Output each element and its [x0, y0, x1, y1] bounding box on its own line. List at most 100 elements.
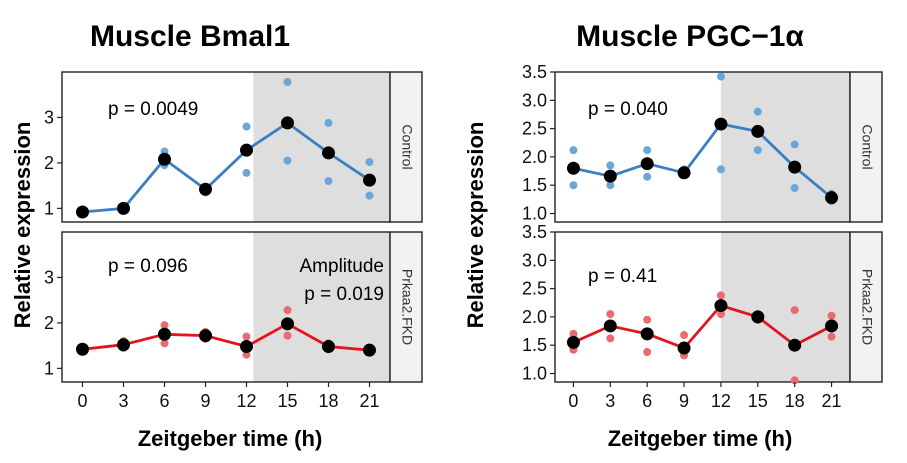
- dark-phase-shading: [720, 232, 850, 382]
- y-axis-title: Relative expression: [463, 122, 488, 329]
- x-tick-label: 12: [236, 391, 256, 411]
- data-point: [643, 315, 652, 324]
- mean-marker: [603, 169, 617, 183]
- x-tick-label: 21: [359, 391, 379, 411]
- strip-label: Prkaa2.FKD: [399, 269, 415, 345]
- y-tick-label: 2: [44, 313, 54, 333]
- x-tick-label: 6: [159, 391, 169, 411]
- data-point: [569, 146, 578, 155]
- mean-marker: [199, 182, 212, 196]
- data-point: [790, 140, 799, 149]
- strip-label: Control: [859, 124, 875, 169]
- y-tick-label: 1.0: [522, 364, 547, 384]
- data-point: [569, 329, 578, 338]
- data-point: [242, 332, 251, 341]
- y-tick-label: 1: [44, 358, 54, 378]
- data-point: [324, 177, 333, 186]
- mean-marker: [240, 340, 253, 354]
- strip-box: [389, 231, 423, 383]
- data-point: [716, 165, 725, 174]
- annotation-text: p = 0.41: [588, 266, 657, 287]
- x-tick-label: 9: [200, 391, 210, 411]
- data-point: [753, 146, 762, 155]
- mean-marker: [566, 335, 580, 349]
- mean-line: [82, 121, 371, 214]
- strip-box: [389, 71, 423, 223]
- data-point: [606, 161, 615, 170]
- mean-marker: [825, 319, 839, 333]
- x-tick-label: 6: [642, 391, 652, 411]
- y-tick-label: 3.5: [522, 222, 547, 242]
- x-tick-label: 21: [822, 391, 842, 411]
- y-tick-label: 1: [44, 198, 54, 218]
- y-tick-label: 2.5: [522, 279, 547, 299]
- data-point: [643, 172, 652, 181]
- data-point: [790, 306, 799, 315]
- mean-marker: [363, 343, 376, 357]
- x-tick-label: 15: [748, 391, 768, 411]
- mean-marker: [714, 299, 728, 313]
- y-axis-title: Relative expression: [10, 122, 35, 329]
- data-point: [680, 331, 689, 340]
- mean-marker: [158, 327, 171, 341]
- y-tick-label: 2.0: [522, 307, 547, 327]
- data-point: [753, 107, 762, 116]
- data-point: [716, 291, 725, 300]
- mean-line: [82, 322, 370, 352]
- mean-marker: [714, 117, 728, 131]
- strip-label: Prkaa2.FKD: [859, 269, 875, 345]
- data-point: [160, 321, 169, 330]
- y-tick-label: 3.0: [522, 90, 547, 110]
- data-point: [365, 191, 374, 200]
- mean-marker: [677, 341, 691, 355]
- y-tick-label: 3.5: [522, 62, 547, 82]
- mean-marker: [640, 327, 654, 341]
- y-tick-label: 3: [44, 267, 54, 287]
- panel-prkaa2-fkd: Prkaa2.FKD 1.0 1.5 2.0 2.5 3.0 3.5 p = 0.41 0 3 6 9…: [522, 222, 883, 411]
- strip-box: [849, 71, 883, 223]
- mean-marker: [117, 338, 130, 352]
- y-tick-label: 1.5: [522, 175, 547, 195]
- strip-box: [849, 231, 883, 383]
- x-axis-title: Zeitgeber time (h): [608, 426, 793, 451]
- y-tick-label: 1.0: [522, 204, 547, 224]
- data-point: [790, 376, 799, 385]
- x-tick-label: 3: [118, 391, 128, 411]
- mean-marker: [825, 191, 839, 205]
- mean-marker: [788, 160, 802, 174]
- mean-marker: [76, 205, 89, 219]
- data-point: [242, 168, 251, 177]
- annotation-text: p = 0.040: [588, 99, 668, 120]
- data-point: [283, 156, 292, 165]
- panel-control: Control 1.0 1.5 2.0 2.5 3.0 3.5 p = 0.040: [522, 62, 883, 224]
- data-point: [606, 310, 615, 319]
- mean-marker: [76, 342, 89, 356]
- annotation-text: Amplitude: [300, 256, 385, 277]
- panel-control: Control 1 2 3 p = 0.0049: [44, 71, 423, 223]
- x-tick-label: 18: [318, 391, 338, 411]
- data-point: [365, 158, 374, 166]
- data-point: [606, 334, 615, 343]
- mean-marker: [322, 146, 335, 160]
- y-tick-label: 2.0: [522, 147, 547, 167]
- mean-marker: [199, 329, 212, 343]
- data-point: [283, 331, 292, 340]
- data-point: [790, 184, 799, 193]
- data-point: [160, 339, 169, 348]
- x-tick-label: 0: [77, 391, 87, 411]
- y-tick-label: 3.0: [522, 250, 547, 270]
- chart-title: Muscle PGC−1α: [576, 20, 804, 53]
- mean-marker: [603, 319, 617, 333]
- mean-marker: [363, 173, 376, 187]
- x-axis-title: Zeitgeber time (h): [138, 426, 323, 451]
- y-tick-label: 1.5: [522, 335, 547, 355]
- data-point: [283, 78, 292, 86]
- mean-marker: [751, 310, 765, 324]
- data-point: [827, 332, 836, 341]
- chart-title: Muscle Bmal1: [90, 20, 290, 53]
- data-point: [283, 306, 292, 315]
- data-point: [716, 310, 725, 319]
- x-tick-label: 12: [711, 391, 731, 411]
